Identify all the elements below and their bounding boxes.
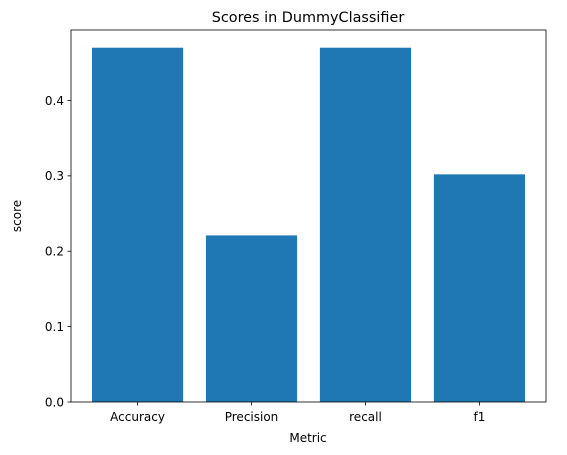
y-tick-label: 0.2 [45,245,64,259]
bar-f1 [433,174,526,402]
x-tick-label: Precision [225,410,279,424]
y-axis-label: score [10,200,24,232]
y-tick-label: 0.4 [45,94,64,108]
bar-accuracy [91,47,184,402]
axes-frame [70,29,547,403]
bar-precision [205,235,298,402]
x-tick-label: Accuracy [110,410,165,424]
y-axis: 0.0 0.1 0.2 0.3 0.4 [45,94,71,409]
chart-title: Scores in DummyClassifier [212,10,405,26]
bar-recall [319,47,412,402]
bars-layer [91,47,526,402]
x-tick-label: f1 [474,410,486,424]
x-axis: Accuracy Precision recall f1 [110,402,485,424]
y-tick-label: 0.0 [45,395,64,409]
x-axis-label: Metric [289,431,326,445]
y-tick-label: 0.3 [45,169,64,183]
y-tick-label: 0.1 [45,320,64,334]
x-tick-label: recall [349,410,382,424]
